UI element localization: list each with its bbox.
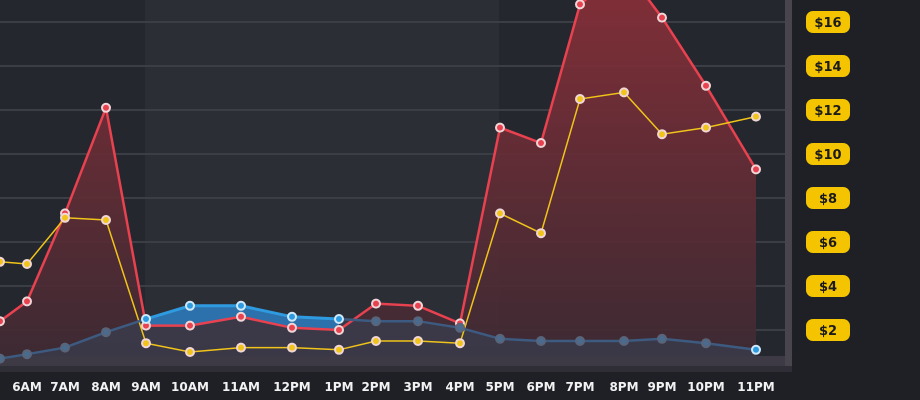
y-tick-pill xyxy=(806,99,850,121)
series-blue-point-core xyxy=(753,346,759,353)
y-tick-pill xyxy=(806,275,850,297)
x-tick-label: 11PM xyxy=(737,380,774,394)
y-tick-label: $8 xyxy=(819,192,837,207)
series-yellow-point-core xyxy=(659,131,665,138)
series-yellow-point-core xyxy=(621,89,627,96)
series-blue-point-core xyxy=(497,335,503,342)
series-red-point-core xyxy=(659,14,665,21)
x-tick-label: 5PM xyxy=(485,380,514,394)
series-blue-point-core xyxy=(238,302,244,309)
series-yellow-point-core xyxy=(497,210,503,217)
series-yellow-point-core xyxy=(289,344,295,351)
series-red-point-core xyxy=(187,322,193,329)
x-tick-label: 6AM xyxy=(12,380,42,394)
series-yellow-point-core xyxy=(24,261,30,267)
series-blue-point-core xyxy=(373,318,379,325)
x-tick-label: 11AM xyxy=(222,380,260,394)
x-tick-label: 10AM xyxy=(171,380,209,394)
series-yellow-point-core xyxy=(703,124,709,131)
y-tick-label: $16 xyxy=(814,16,841,31)
series-red-point-core xyxy=(497,124,503,131)
series-yellow-point-core xyxy=(336,346,342,353)
series-yellow-point-core xyxy=(373,338,379,344)
series-red-area xyxy=(0,0,756,366)
series-blue-point-core xyxy=(659,335,665,342)
y-tick-label: $10 xyxy=(814,148,841,163)
y-tick-pill xyxy=(806,143,850,165)
y-tick-pill xyxy=(806,11,850,33)
series-yellow-point-core xyxy=(62,214,68,221)
series-yellow-point-core xyxy=(538,230,544,237)
series-blue-point-core xyxy=(538,338,544,344)
series-yellow-point-core xyxy=(143,340,149,347)
series-blue-point-core xyxy=(457,324,463,331)
series-yellow-point-core xyxy=(103,217,109,223)
series-yellow-point-core xyxy=(238,344,244,351)
x-tick-label: 7PM xyxy=(565,380,594,394)
y-tick-pill xyxy=(806,319,850,341)
series-blue-point-core xyxy=(415,318,421,325)
series-yellow-point-core xyxy=(577,96,583,102)
series-red-point-core xyxy=(415,302,421,309)
y-tick-pill xyxy=(806,187,850,209)
y-tick-label: $14 xyxy=(814,60,841,75)
series-red-point-core xyxy=(538,140,544,146)
x-tick-label: 6PM xyxy=(526,380,555,394)
series-yellow-point-core xyxy=(415,338,421,344)
series-yellow-point-core xyxy=(457,340,463,347)
series-blue-point-core xyxy=(0,355,3,362)
x-tick-label: 1PM xyxy=(324,380,353,394)
plot-right-border xyxy=(785,0,792,372)
series-red-point-core xyxy=(103,104,109,111)
y-tick-label: $2 xyxy=(819,324,837,339)
y-tick-pill xyxy=(806,55,850,77)
y-tick-label: $6 xyxy=(819,236,837,251)
series-red-point-core xyxy=(336,327,342,333)
x-tick-label: 3PM xyxy=(403,380,432,394)
x-tick-label: 2PM xyxy=(361,380,390,394)
y-tick-label: $4 xyxy=(819,280,837,295)
series-blue-point-core xyxy=(577,338,583,344)
series-yellow-point-core xyxy=(753,113,759,120)
series-blue-point-core xyxy=(703,340,709,347)
plot-bottom-band xyxy=(0,356,786,366)
series-red-point-core xyxy=(238,313,244,320)
series-blue-point-core xyxy=(187,302,193,309)
series-red-point-core xyxy=(0,318,3,325)
series-blue-point-core xyxy=(24,351,30,358)
series-yellow-point-core xyxy=(0,258,3,265)
series-red-point-core xyxy=(753,166,759,173)
series-blue-point-core xyxy=(289,313,295,320)
x-tick-label: 9AM xyxy=(131,380,161,394)
series-red-point-core xyxy=(24,298,30,305)
series-blue-point-core xyxy=(621,338,627,344)
series-blue-point-core xyxy=(62,344,68,351)
y-tick-label: $12 xyxy=(814,104,841,119)
series-blue-point-core xyxy=(103,329,109,336)
x-tick-label: 10PM xyxy=(687,380,724,394)
plot-bottom-border xyxy=(0,366,792,372)
series-red-point-core xyxy=(703,82,709,89)
series-blue-point-core xyxy=(336,316,342,322)
x-tick-label: 8PM xyxy=(609,380,638,394)
series-yellow-point-core xyxy=(187,349,193,355)
x-tick-label: 7AM xyxy=(50,380,80,394)
series-red-point-core xyxy=(373,300,379,307)
series-red-point-core xyxy=(577,1,583,8)
x-tick-label: 4PM xyxy=(445,380,474,394)
x-tick-label: 12PM xyxy=(273,380,310,394)
series-red-point-core xyxy=(143,322,149,329)
series-blue-point-core xyxy=(143,316,149,322)
series-red-point-core xyxy=(289,324,295,331)
x-tick-label: 9PM xyxy=(647,380,676,394)
y-tick-pill xyxy=(806,231,850,253)
x-tick-label: 8AM xyxy=(91,380,121,394)
